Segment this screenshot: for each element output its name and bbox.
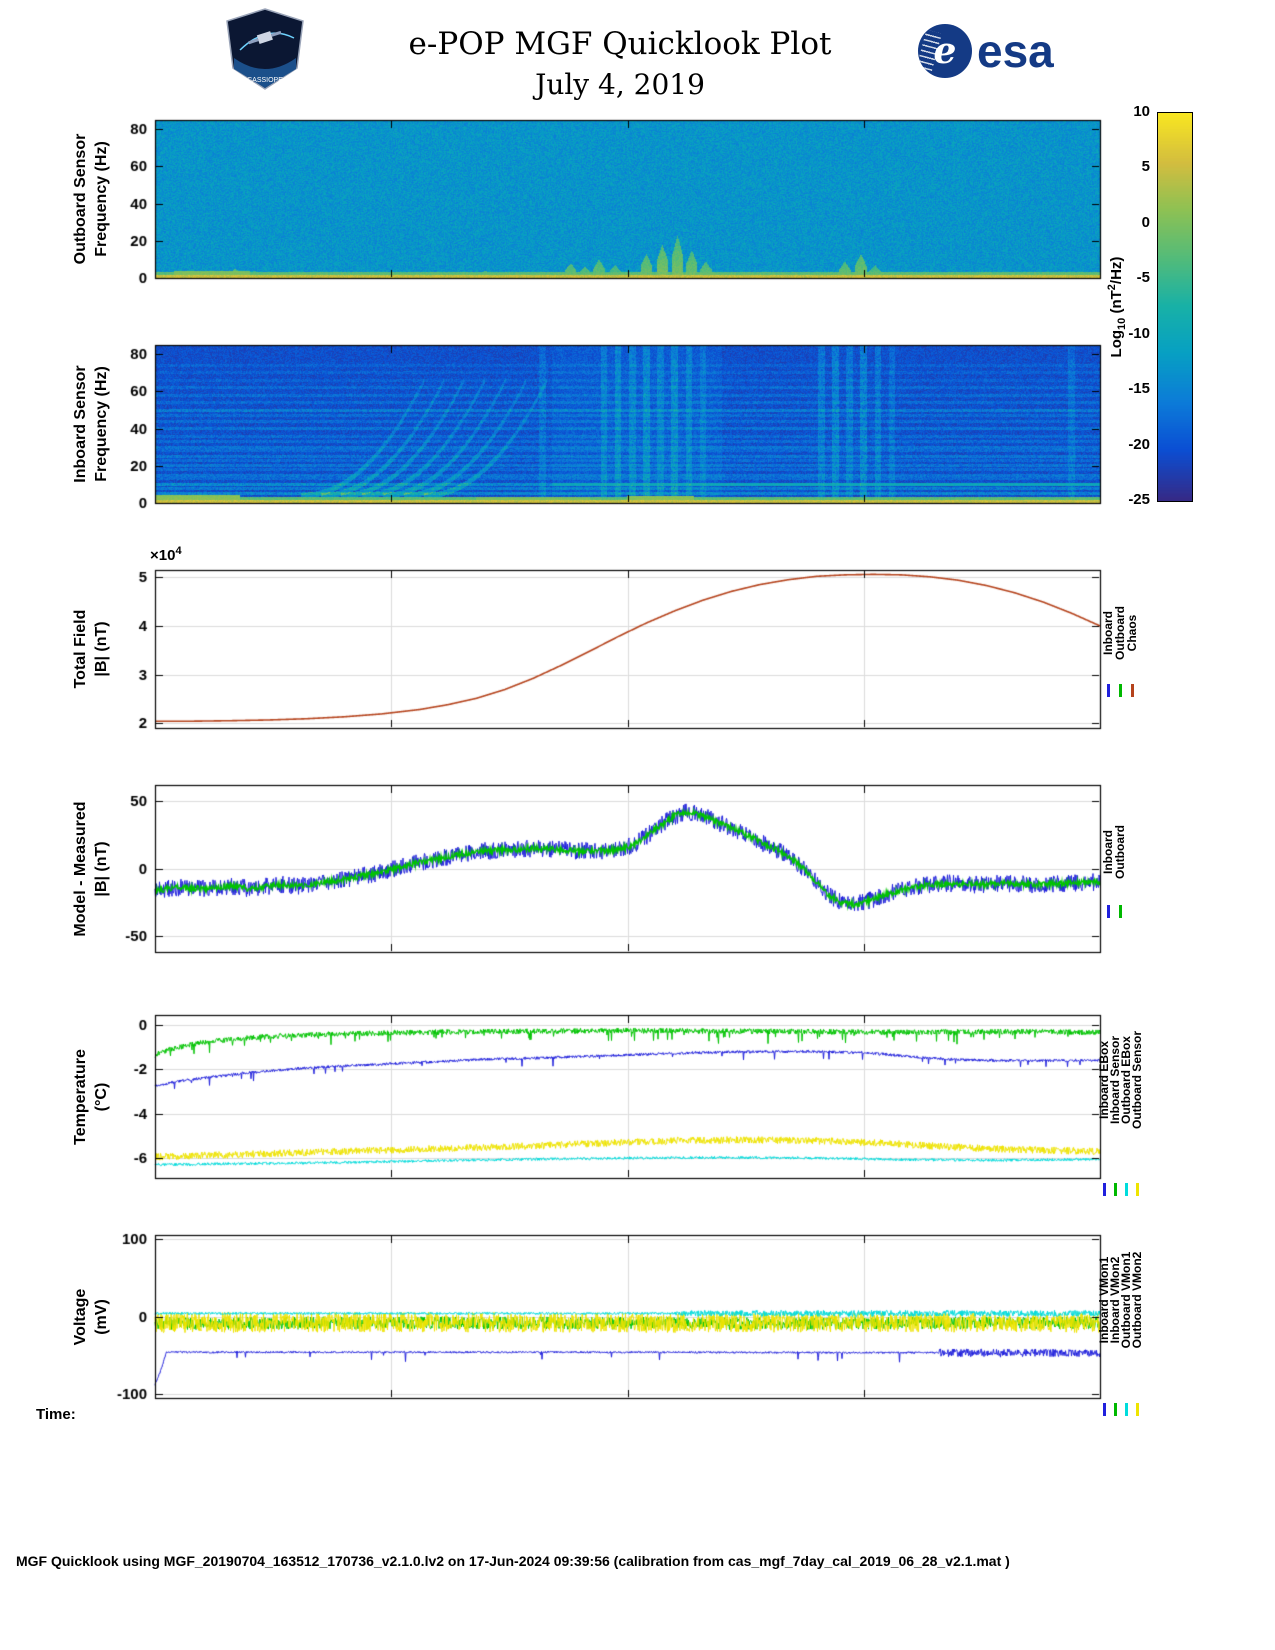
total-field-legend-line-sample	[1119, 683, 1122, 697]
voltage-legend-label: Outboard VMon2	[1130, 1251, 1144, 1349]
total-field-canvas	[0, 554, 1275, 744]
voltage-legend-line-sample	[1114, 1403, 1117, 1416]
colorbar-tick-label: -10	[1128, 324, 1150, 342]
voltage-ylabel: Voltage (mV)	[72, 1288, 110, 1345]
colorbar-axis-label: Log10 (nT2/Hz)	[1106, 256, 1128, 358]
colorbar-tick-label: 10	[1133, 103, 1150, 120]
model-minus-measured-canvas	[0, 769, 1275, 968]
esa-emblem-icon: e	[918, 24, 972, 78]
model-minus-measured-legend-line-sample	[1119, 905, 1122, 919]
figure-title: e-POP MGF Quicklook Plot	[408, 26, 832, 62]
figure-date: July 4, 2019	[535, 68, 705, 101]
voltage-legend-line-sample	[1136, 1403, 1139, 1416]
total-field-legend-label: Chaos	[1125, 614, 1139, 652]
temperature-legend-line-sample	[1103, 1183, 1106, 1196]
temperature-legend-line-sample	[1125, 1183, 1128, 1196]
temperature-canvas	[0, 999, 1275, 1194]
total-field-legend-line-sample	[1131, 683, 1134, 697]
total-field-exponent: ×104	[150, 545, 182, 564]
inboard-spectrogram-canvas	[0, 329, 1275, 519]
temperature-legend-line-sample	[1114, 1183, 1117, 1196]
cassiope-patch-icon: CASSIOPE	[226, 8, 304, 90]
voltage-canvas	[0, 1219, 1275, 1414]
total-field-legend-line-sample	[1107, 683, 1110, 697]
colorbar-tick-label: 5	[1141, 158, 1150, 176]
esa-wordmark: esa	[977, 25, 1054, 77]
voltage-legend-line-sample	[1103, 1403, 1106, 1416]
satellite-icon	[248, 30, 282, 45]
colorbar-tick-label: -20	[1128, 435, 1150, 453]
temperature-legend-label: Outboard Sensor	[1130, 1031, 1144, 1130]
model-minus-measured-legend-line-sample	[1107, 905, 1110, 919]
colorbar-tick-label: 0	[1141, 213, 1150, 231]
voltage-legend-line-sample	[1125, 1403, 1128, 1416]
figure-title-block: e-POP MGF Quicklook Plot July 4, 2019	[300, 26, 940, 101]
colorbar-tick-label: -25	[1128, 491, 1150, 508]
colorbar-gradient	[1157, 112, 1193, 502]
cassiope-mission-patch: CASSIOPE	[222, 8, 308, 95]
esa-logo: e esa	[918, 24, 1054, 78]
outboard-spectrogram-canvas	[0, 104, 1275, 294]
temperature-legend-line-sample	[1136, 1183, 1139, 1196]
ephemeris-row-label: Time:	[36, 1406, 76, 1423]
patch-earth-shape	[234, 58, 296, 88]
patch-mission-name: CASSIOPE	[247, 77, 283, 84]
colorbar-tick-label: -15	[1128, 380, 1150, 398]
esa-emblem-letter: e	[933, 30, 957, 72]
model-minus-measured-legend-label: Outboard	[1113, 824, 1127, 879]
footer-caption: MGF Quicklook using MGF_20190704_163512_…	[16, 1553, 1010, 1569]
colorbar-tick-label: -5	[1136, 269, 1150, 287]
